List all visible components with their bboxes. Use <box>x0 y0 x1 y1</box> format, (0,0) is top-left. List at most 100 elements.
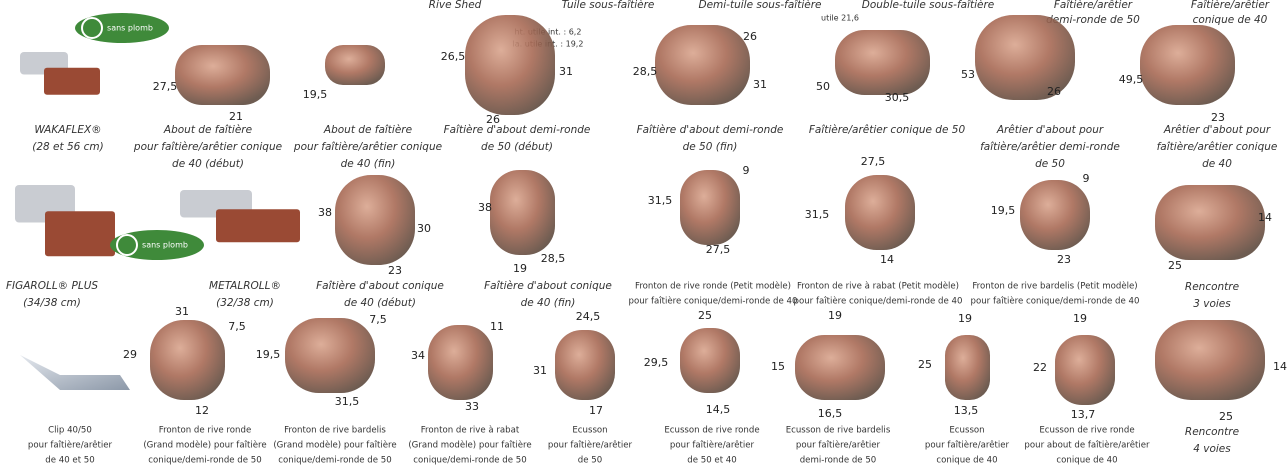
product-image <box>150 320 225 400</box>
dimension: 27,5 <box>706 243 731 256</box>
product-image <box>1020 180 1090 250</box>
caption: conique de 40 <box>936 456 997 466</box>
caption: Ecusson <box>949 426 984 436</box>
caption: Fronton de rive ronde (Petit modèle) <box>635 281 791 292</box>
caption: de 40 <box>1202 158 1232 170</box>
product-image <box>216 209 300 243</box>
dimension: 17 <box>589 404 603 417</box>
caption: Faîtière d'about demi-ronde <box>444 124 591 136</box>
caption: de 50 et 40 <box>687 456 736 466</box>
caption: pour faîtière/arêtier conique <box>293 141 442 153</box>
caption: Fronton de rive à rabat (Petit modèle) <box>797 281 959 292</box>
caption: pour faîtière conique/demi-ronde de 40 <box>794 296 963 307</box>
product-image <box>465 15 555 115</box>
caption: pour faîtière/arêtier <box>796 440 881 451</box>
product-image <box>1155 185 1265 260</box>
header-label: Double-tuile sous-faîtière <box>862 0 995 11</box>
caption: (28 et 56 cm) <box>32 141 104 153</box>
dimension: 30,5 <box>885 91 910 104</box>
dimension: 22 <box>1033 361 1047 374</box>
dimension: 31,5 <box>805 208 830 221</box>
dimension: 31,5 <box>335 395 360 408</box>
note: utile 21,6 <box>821 14 859 23</box>
dimension: 14 <box>880 253 894 266</box>
product-image <box>44 67 100 95</box>
product-image <box>680 170 740 245</box>
caption: Fronton de rive à rabat <box>421 426 520 436</box>
product-image <box>1055 335 1115 405</box>
product-image <box>680 328 740 393</box>
caption: About de faîtière <box>163 124 252 136</box>
product-image <box>428 325 493 400</box>
caption: de 50 <box>578 456 602 466</box>
caption: FIGAROLL® PLUS <box>6 280 98 292</box>
dimension: 28,5 <box>633 65 658 78</box>
dimension: 19 <box>1073 312 1087 325</box>
dimension: 25 <box>1168 259 1182 272</box>
caption: conique de 40 <box>1056 456 1117 466</box>
caption: demi-ronde de 50 <box>800 456 877 466</box>
caption: pour faîtière/arêtier <box>925 440 1010 451</box>
dimension: 21 <box>229 110 243 123</box>
dimension: 23 <box>388 264 402 277</box>
dimension: 26 <box>486 113 500 126</box>
caption: Faîtière d'about conique <box>484 280 612 292</box>
dimension: 15 <box>771 360 785 373</box>
dimension: 24,5 <box>576 310 601 323</box>
dimension: 13,5 <box>954 404 979 417</box>
caption: de 40 et 50 <box>45 456 94 466</box>
dimension: 28,5 <box>541 252 566 265</box>
caption: Rencontre <box>1185 426 1239 438</box>
product-image <box>325 45 385 85</box>
dimension: 19,5 <box>303 88 328 101</box>
dimension: 14 <box>1258 211 1272 224</box>
product-image <box>975 15 1075 100</box>
header-label: Faîtière/arêtier <box>1191 0 1270 11</box>
product-image <box>45 211 115 257</box>
product-image <box>335 175 415 265</box>
dimension: 38 <box>318 206 332 219</box>
caption: Arêtier d'about pour <box>996 124 1104 136</box>
dimension: 19 <box>513 262 527 275</box>
badge-icon <box>81 17 103 39</box>
product-image <box>655 25 750 105</box>
dimension: 26 <box>1047 85 1061 98</box>
dimension: 23 <box>1211 111 1225 124</box>
product-image <box>845 175 915 250</box>
dimension: 31 <box>533 364 547 377</box>
caption: conique/demi-ronde de 50 <box>413 456 526 466</box>
dimension: 23 <box>1057 253 1071 266</box>
caption: de 50 <box>1035 158 1065 170</box>
header-label: Demi-tuile sous-faîtière <box>698 0 821 11</box>
badge-label: sans plomb <box>107 24 153 33</box>
caption: About de faîtière <box>323 124 412 136</box>
dimension: 27,5 <box>153 80 178 93</box>
caption: pour faîtière/arêtier <box>670 440 755 451</box>
caption: Faîtière d'about conique <box>316 280 444 292</box>
product-image <box>20 355 130 390</box>
product-image <box>835 30 930 95</box>
dimension: 9 <box>743 164 750 177</box>
product-image <box>1140 25 1235 105</box>
caption: de 40 (début) <box>344 297 416 309</box>
dimension: 13,7 <box>1071 408 1096 421</box>
caption: pour faîtière conique/demi-ronde de 40 <box>629 296 798 307</box>
dimension: 19,5 <box>256 348 281 361</box>
dimension: 38 <box>478 201 492 214</box>
caption: (34/38 cm) <box>23 297 81 309</box>
header-label: Rive Shed <box>429 0 482 11</box>
caption: conique/demi-ronde de 50 <box>148 456 261 466</box>
dimension: 25 <box>698 309 712 322</box>
dimension: 26 <box>743 30 757 43</box>
caption: Ecusson de rive ronde <box>664 426 759 436</box>
caption: (32/38 cm) <box>216 297 274 309</box>
dimension: 31,5 <box>648 194 673 207</box>
dimension: 7,5 <box>228 320 246 333</box>
header-label: conique de 40 <box>1193 14 1268 26</box>
dimension: 25 <box>918 358 932 371</box>
caption: Fronton de rive ronde <box>159 426 251 436</box>
caption: de 50 (début) <box>481 141 553 153</box>
badge-icon <box>116 234 138 256</box>
dimension: 19,5 <box>991 204 1016 217</box>
caption: de 40 (fin) <box>341 158 396 170</box>
